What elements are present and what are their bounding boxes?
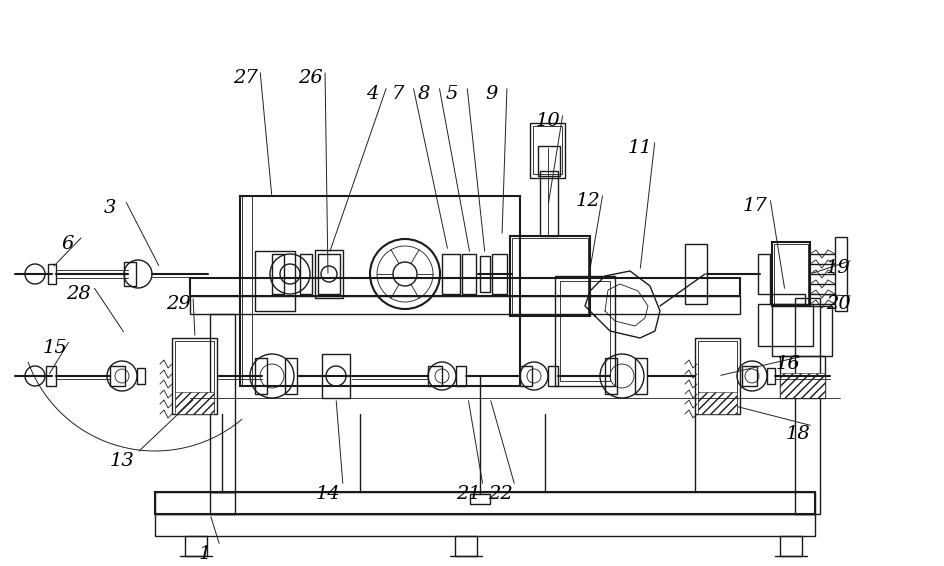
Text: 7: 7 [392, 85, 404, 103]
Text: 6: 6 [61, 235, 75, 253]
Bar [537, 146, 560, 176]
Bar [757, 304, 812, 346]
Bar [512, 238, 587, 314]
Text: 26: 26 [297, 69, 322, 87]
Text: 12: 12 [575, 192, 599, 210]
Bar [548, 366, 557, 386]
Text: 15: 15 [42, 339, 67, 357]
Text: 13: 13 [110, 452, 134, 470]
Bar [210, 314, 235, 492]
Bar [519, 366, 531, 386]
Bar [314, 250, 343, 298]
Bar [155, 492, 814, 514]
Text: 20: 20 [825, 295, 850, 313]
Bar [124, 262, 136, 286]
Bar [773, 244, 807, 304]
Bar [779, 536, 801, 556]
Bar [771, 242, 809, 306]
Bar [285, 358, 296, 394]
Bar [779, 373, 824, 398]
Bar [757, 254, 769, 294]
Bar [242, 196, 252, 386]
Text: 3: 3 [104, 199, 116, 217]
Text: 9: 9 [485, 85, 497, 103]
Bar [684, 244, 706, 304]
Bar [175, 392, 213, 414]
Bar [834, 237, 846, 311]
Bar [469, 494, 490, 504]
Text: 17: 17 [742, 197, 767, 215]
Bar [560, 281, 610, 381]
Bar [604, 358, 616, 394]
Bar [175, 341, 213, 411]
Bar [185, 536, 207, 556]
Bar [694, 338, 739, 414]
Bar [462, 254, 476, 294]
Bar [530, 123, 565, 178]
Bar [698, 392, 736, 414]
Text: 8: 8 [417, 85, 430, 103]
Bar [634, 358, 647, 394]
Bar [480, 256, 490, 292]
Text: 22: 22 [487, 485, 512, 503]
Bar [539, 171, 557, 236]
Bar [554, 276, 615, 386]
Bar [255, 251, 295, 311]
Bar [794, 298, 819, 514]
Bar [240, 196, 519, 386]
Bar [318, 254, 340, 294]
Bar [190, 278, 739, 296]
Bar [190, 296, 739, 314]
Bar [442, 254, 460, 294]
Text: 21: 21 [455, 485, 480, 503]
Text: 29: 29 [165, 295, 190, 313]
Text: 5: 5 [446, 85, 458, 103]
Bar [322, 354, 349, 398]
Bar [767, 368, 774, 384]
Bar [510, 236, 589, 316]
Bar [137, 368, 144, 384]
Bar [172, 338, 217, 414]
Bar [155, 514, 814, 536]
Bar [255, 251, 295, 311]
Text: 28: 28 [65, 285, 91, 303]
Bar [155, 492, 814, 514]
Bar [456, 366, 465, 386]
Bar [210, 492, 235, 514]
Bar [255, 358, 267, 394]
Bar [779, 356, 824, 398]
Text: 16: 16 [775, 355, 800, 373]
Text: 4: 4 [365, 85, 378, 103]
Bar [698, 341, 736, 411]
Text: 10: 10 [535, 112, 560, 130]
Bar [454, 536, 477, 556]
Text: 14: 14 [315, 485, 340, 503]
Text: 11: 11 [627, 139, 651, 157]
Bar [110, 366, 125, 386]
Bar [272, 254, 284, 294]
Bar [48, 264, 56, 284]
Bar [769, 294, 804, 304]
Bar [46, 366, 56, 386]
Bar [492, 254, 507, 294]
Bar [428, 366, 442, 386]
Text: 18: 18 [784, 425, 810, 443]
Bar [299, 254, 312, 294]
Bar [741, 366, 756, 386]
Text: 27: 27 [232, 69, 257, 87]
Bar [532, 126, 562, 174]
Bar [771, 306, 831, 356]
Text: 19: 19 [825, 259, 850, 277]
Text: 1: 1 [198, 545, 211, 563]
